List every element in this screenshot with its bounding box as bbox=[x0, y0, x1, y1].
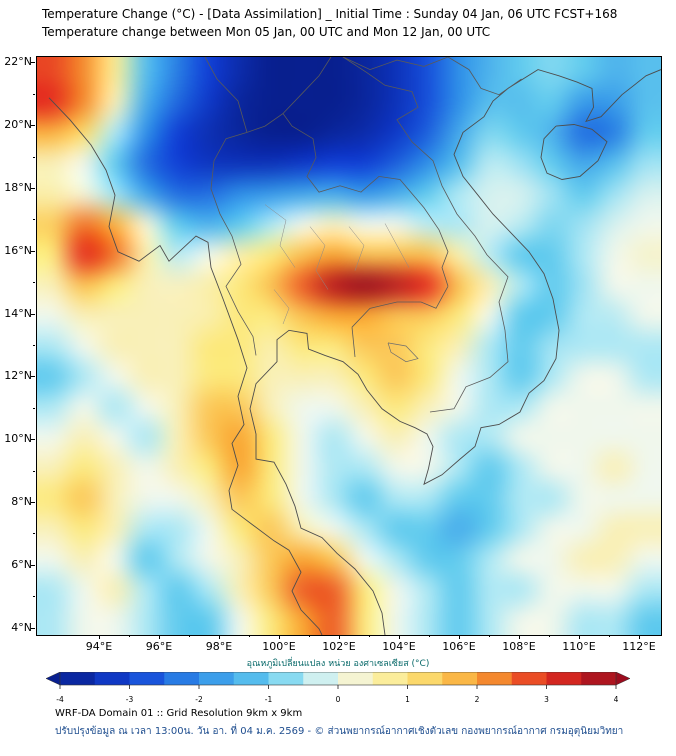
y-axis-tick bbox=[31, 125, 35, 127]
map-border-line bbox=[384, 223, 410, 268]
x-axis-tick-label: 106°E bbox=[442, 640, 476, 653]
y-axis-tick bbox=[31, 502, 35, 504]
colorbar-tick-label: 2 bbox=[474, 695, 480, 704]
y-axis-minor-tick bbox=[33, 219, 35, 221]
y-axis-tick bbox=[31, 313, 35, 315]
x-axis-minor-tick bbox=[549, 635, 550, 637]
x-axis-tick-label: 108°E bbox=[502, 640, 536, 653]
y-axis-tick-label: 6°N bbox=[11, 557, 32, 571]
y-axis-tick-label: 4°N bbox=[11, 620, 32, 634]
x-axis-minor-tick bbox=[429, 635, 430, 637]
map-border-line bbox=[264, 204, 296, 268]
x-axis-tick-label: 102°E bbox=[322, 640, 356, 653]
colorbar-tick-label: -2 bbox=[195, 695, 203, 704]
map-border-line bbox=[342, 57, 509, 413]
colorbar-tick-label: -3 bbox=[125, 695, 134, 704]
x-axis-tick bbox=[159, 635, 160, 639]
x-axis-tick-label: 94°E bbox=[85, 640, 113, 653]
map-border-line bbox=[351, 327, 356, 358]
y-axis-tick bbox=[31, 564, 35, 566]
y-axis-tick bbox=[31, 439, 35, 441]
map-border-line bbox=[351, 286, 449, 328]
map-border-line bbox=[210, 132, 257, 356]
page-subtitle: Temperature change between Mon 05 Jan, 0… bbox=[42, 25, 491, 39]
x-axis-tick bbox=[519, 635, 520, 639]
colorbar-label: อุณหภูมิเปลี่ยนแปลง หน่วย องศาเซลเซียส (… bbox=[246, 659, 430, 669]
map-plot bbox=[36, 56, 662, 636]
y-axis-minor-tick bbox=[33, 93, 35, 95]
y-axis-tick bbox=[31, 627, 35, 629]
map-border-line bbox=[246, 112, 449, 287]
map-border-line bbox=[249, 69, 661, 635]
y-axis-tick-label: 14°N bbox=[4, 306, 32, 320]
x-axis-minor-tick bbox=[249, 635, 250, 637]
y-axis-tick-label: 20°N bbox=[4, 118, 32, 132]
colorbar-gradient bbox=[45, 671, 631, 689]
map-border-line bbox=[273, 289, 290, 325]
y-axis-tick-label: 12°N bbox=[4, 369, 32, 383]
y-axis-minor-tick bbox=[33, 345, 35, 346]
x-axis-minor-tick bbox=[129, 635, 130, 637]
x-axis-minor-tick bbox=[609, 635, 610, 637]
coastline-borders-overlay bbox=[48, 57, 661, 635]
y-axis-tick bbox=[31, 376, 35, 378]
y-axis-tick bbox=[31, 250, 35, 252]
y-axis-minor-tick bbox=[33, 282, 35, 284]
x-axis-tick bbox=[399, 635, 400, 639]
y-axis-tick-label: 10°N bbox=[4, 432, 32, 446]
colorbar-tick-label: 4 bbox=[613, 695, 619, 704]
x-axis-minor-tick bbox=[369, 635, 370, 637]
colorbar-tick-label: 0 bbox=[335, 695, 341, 704]
colorbar-tick-label: 3 bbox=[544, 695, 549, 704]
x-axis-tick-label: 110°E bbox=[562, 640, 596, 653]
y-axis-tick bbox=[31, 62, 35, 64]
map-border-line bbox=[348, 226, 365, 271]
x-axis-minor-tick bbox=[189, 635, 190, 637]
x-axis-tick-label: 112°E bbox=[622, 640, 656, 653]
x-axis-tick bbox=[639, 635, 640, 639]
map-border-line bbox=[342, 57, 522, 96]
footer-attribution: ปรับปรุงข้อมูล ณ เวลา 13:00น. วัน อา. ที… bbox=[55, 726, 624, 737]
x-axis-tick bbox=[459, 635, 460, 639]
colorbar: อุณหภูมิเปลี่ยนแปลง หน่วย องศาเซลเซียส (… bbox=[45, 656, 631, 705]
map-border-line bbox=[387, 342, 419, 363]
colorbar-tick-label: -4 bbox=[56, 695, 64, 704]
x-axis-tick bbox=[579, 635, 580, 639]
map-border-line bbox=[282, 57, 332, 114]
y-axis-tick-label: 8°N bbox=[11, 495, 32, 509]
x-axis-minor-tick bbox=[309, 635, 310, 637]
map-border-line bbox=[48, 97, 323, 635]
map-border-line bbox=[309, 226, 329, 290]
page-title: Temperature Change (°C) - [Data Assimila… bbox=[42, 7, 618, 21]
colorbar-tick-label: 1 bbox=[405, 695, 410, 704]
y-axis-minor-tick bbox=[33, 156, 35, 158]
y-axis-minor-tick bbox=[33, 470, 35, 472]
x-axis-tick bbox=[99, 635, 100, 639]
x-axis-tick-label: 96°E bbox=[145, 640, 173, 653]
y-axis-minor-tick bbox=[33, 596, 35, 598]
colorbar-tick-label: -1 bbox=[264, 695, 273, 704]
map-border-line bbox=[204, 57, 248, 133]
footer-domain-info: WRF-DA Domain 01 :: Grid Resolution 9km … bbox=[55, 708, 303, 719]
colorbar-tick-labels: -4 -3 -2 -1 0 1 2 3 4 bbox=[46, 695, 630, 705]
map-border-line bbox=[540, 124, 608, 180]
x-axis-minor-tick bbox=[489, 635, 490, 637]
y-axis-tick-label: 16°N bbox=[4, 243, 32, 257]
x-axis-tick bbox=[339, 635, 340, 639]
x-axis-tick bbox=[219, 635, 220, 639]
x-axis-tick-label: 104°E bbox=[382, 640, 416, 653]
y-axis-minor-tick bbox=[33, 533, 35, 535]
x-axis-tick-label: 100°E bbox=[262, 640, 296, 653]
y-axis-tick-label: 22°N bbox=[4, 55, 32, 69]
y-axis-tick-label: 18°N bbox=[4, 180, 32, 194]
x-axis-tick bbox=[279, 635, 280, 639]
y-axis-minor-tick bbox=[33, 407, 35, 409]
x-axis-tick-label: 98°E bbox=[205, 640, 233, 653]
y-axis-tick bbox=[31, 187, 35, 189]
